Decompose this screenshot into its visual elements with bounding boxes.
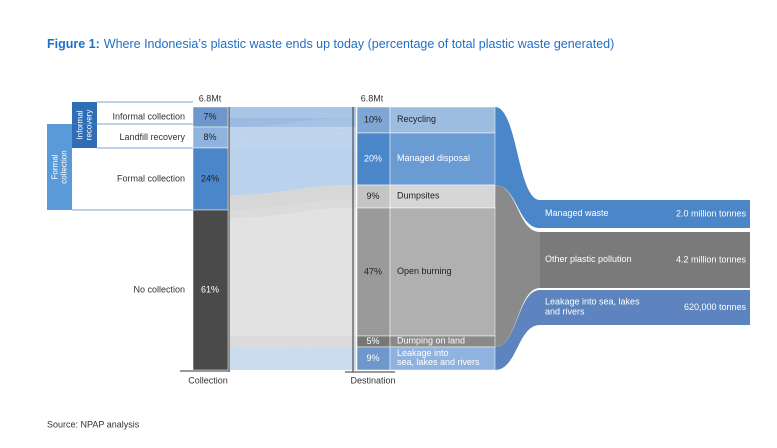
destination-label: Managed disposal [397, 153, 470, 163]
collection-percent: 24% [201, 173, 219, 183]
destination-label-line: sea, lakes and rivers [397, 357, 480, 367]
flow [229, 133, 356, 148]
flow [495, 185, 540, 347]
collection-label: Informal collection [112, 111, 185, 121]
source-note: Source: NPAP analysis [47, 419, 140, 429]
destination-percent: 47% [364, 266, 382, 276]
flow [229, 107, 356, 118]
flow [229, 200, 356, 218]
destination-label-line: Open burning [397, 266, 452, 276]
flow [229, 148, 356, 195]
collection-percent: 8% [203, 132, 216, 142]
flow [229, 208, 356, 336]
destination-percent: 10% [364, 114, 382, 124]
group-label-line: collection [60, 150, 69, 183]
outcome-label-line: Managed waste [545, 208, 609, 218]
outcome-box [540, 232, 750, 288]
collection-label: Formal collection [117, 173, 185, 183]
outcome-label: Other plastic pollution [545, 254, 632, 264]
outcome-label-line: Leakage into sea, lakes [545, 297, 640, 307]
destination-label-line: Managed disposal [397, 153, 470, 163]
outcome-label: Managed waste [545, 208, 609, 218]
flow [229, 336, 356, 348]
destination-band [389, 207, 496, 337]
figure-label: Figure 1: [47, 37, 100, 51]
outcome-label: Leakage into sea, lakes and rivers [545, 297, 640, 317]
group-label: Informalrecovery [76, 110, 94, 141]
group-label: Formalcollection [51, 150, 69, 183]
destination-node [356, 207, 391, 337]
destination-percent: 5% [366, 336, 379, 346]
outcome-box [540, 290, 750, 325]
figure-title: Figure 1: Where Indonesia’s plastic waste… [47, 37, 614, 51]
flow [495, 107, 540, 228]
destination-total: 6.8Mt [361, 93, 384, 103]
axis-label: Collection [188, 375, 228, 385]
group-box [47, 124, 72, 210]
destination-node [356, 132, 391, 186]
destination-percent: 9% [366, 353, 379, 363]
flow [229, 347, 356, 370]
destination-band [389, 346, 496, 371]
outcome-label-line: Other plastic pollution [545, 254, 632, 264]
destination-label-line: Recycling [397, 114, 436, 124]
axis-label: Destination [350, 375, 395, 385]
flow [229, 118, 356, 140]
destination-label: Open burning [397, 266, 452, 276]
flow [495, 290, 540, 370]
destination-label-line: Dumping on land [397, 336, 465, 346]
collection-node [192, 209, 229, 371]
outcome-amount: 4.2 million tonnes [676, 254, 747, 264]
destination-label: Dumpsites [397, 191, 440, 201]
outcome-label-line: and rivers [545, 307, 585, 317]
destination-percent: 9% [366, 191, 379, 201]
group-box [72, 102, 97, 148]
outcome-amount: 2.0 million tonnes [676, 208, 747, 218]
destination-node [356, 106, 391, 134]
group-label-line: Informal [76, 110, 85, 139]
outcome-box [540, 200, 750, 228]
destination-label-line: Dumpsites [397, 191, 440, 201]
collection-percent: 61% [201, 284, 219, 294]
destination-label-line: Leakage into [397, 348, 449, 358]
destination-band [389, 132, 496, 186]
outcome-amount: 620,000 tonnes [684, 302, 747, 312]
destination-label: Recycling [397, 114, 436, 124]
destination-label: Leakage into sea, lakes and rivers [397, 348, 480, 367]
destination-percent: 20% [364, 153, 382, 163]
collection-percent: 7% [203, 111, 216, 121]
destination-label: Dumping on land [397, 336, 465, 346]
figure-caption: Where Indonesia’s plastic waste ends up … [104, 37, 615, 51]
collection-label: Landfill recovery [119, 132, 185, 142]
collection-node [192, 147, 229, 211]
collection-total: 6.8Mt [199, 93, 222, 103]
group-label-line: recovery [85, 110, 94, 141]
group-label-line: Formal [51, 154, 60, 179]
collection-label: No collection [133, 284, 185, 294]
flow [229, 185, 356, 210]
